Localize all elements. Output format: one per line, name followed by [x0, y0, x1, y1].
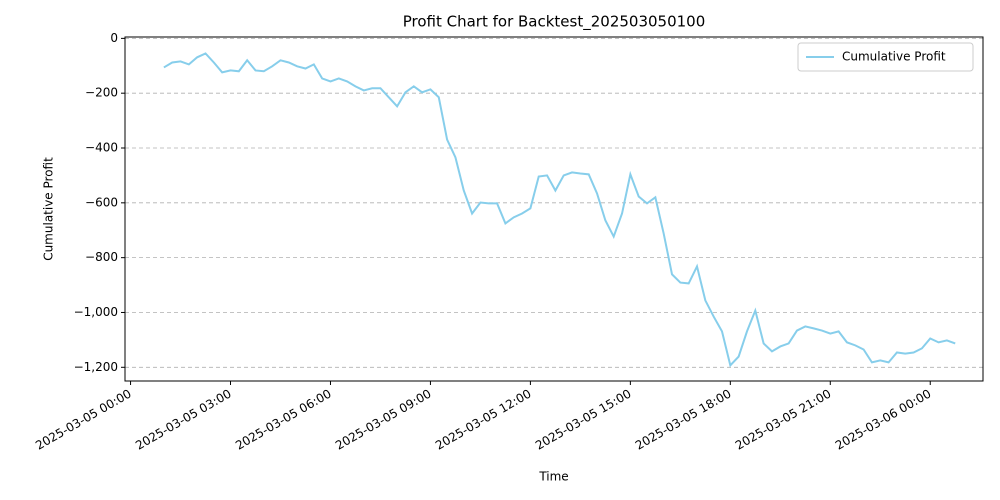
chart-title: Profit Chart for Backtest_202503050100 [403, 13, 706, 32]
y-tick-label: −200 [85, 86, 118, 100]
y-axis-label: Cumulative Profit [42, 157, 56, 261]
x-axis-label: Time [538, 470, 568, 484]
x-tick-label: 2025-03-05 21:00 [733, 387, 834, 453]
y-tick-label: −600 [85, 195, 118, 209]
y-tick-label: −400 [85, 141, 118, 155]
x-tick-label: 2025-03-05 00:00 [33, 387, 134, 453]
y-tick-label: −800 [85, 250, 118, 264]
plot-frame [124, 36, 984, 382]
line [163, 52, 956, 368]
x-tick-label: 2025-03-05 09:00 [333, 387, 434, 453]
x-tick-label: 2025-03-05 03:00 [133, 387, 234, 453]
x-tick-label: 2025-03-05 18:00 [633, 387, 734, 453]
x-tick-label: 2025-03-05 06:00 [233, 387, 334, 453]
legend-label: Cumulative Profit [842, 50, 946, 64]
y-tick-label: −1,200 [74, 360, 118, 374]
y-tick-label: 0 [110, 31, 118, 45]
x-tick-label: 2025-03-05 15:00 [533, 387, 634, 453]
y-tick-label: −1,000 [74, 305, 118, 319]
legend-box [797, 42, 974, 72]
x-tick-label: 2025-03-06 00:00 [833, 387, 934, 453]
x-tick-label: 2025-03-05 12:00 [433, 387, 534, 453]
